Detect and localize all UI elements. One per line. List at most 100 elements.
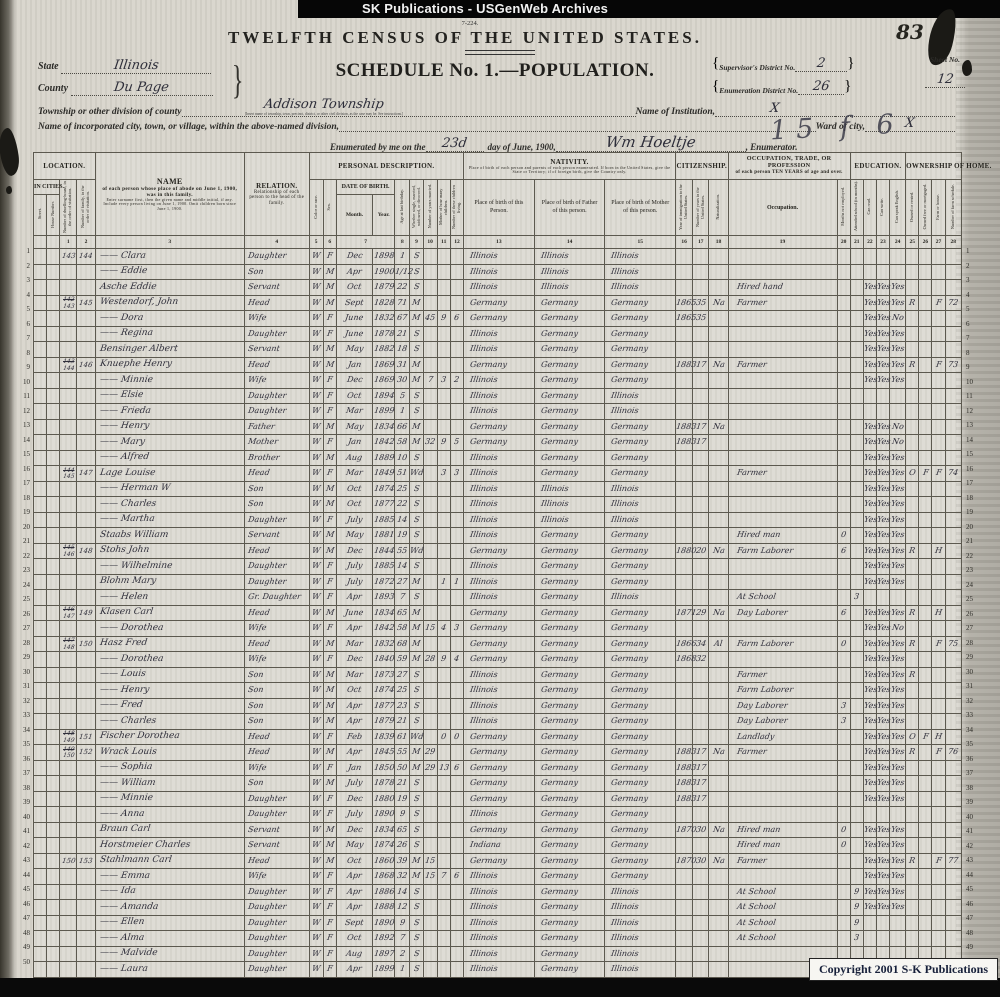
cell-relation: Wife <box>243 310 310 327</box>
cell-street <box>32 325 48 342</box>
cell-mother_pob: Germany <box>604 356 677 373</box>
cell-name: Lage Louise <box>94 465 245 482</box>
cell-birth_year: 1869 <box>372 372 396 389</box>
table-row: —— Minnie Wife W F Dec 1869 30 M 7 3 2 Illinois Germ… <box>32 372 962 389</box>
cell-dwelling <box>59 496 78 513</box>
cell-color: W <box>308 496 324 513</box>
cell-birth_month: Sept <box>335 914 374 931</box>
cell-can_read <box>862 403 877 420</box>
table-row: —— Charles Son W M Apr 1879 21 S Illinois Germany… <box>32 713 962 730</box>
farm-house-header: Farm or house. <box>931 179 946 236</box>
cell-sex: F <box>322 465 337 482</box>
ward-label: Ward of city, <box>815 122 865 132</box>
cell-sex: M <box>322 837 337 854</box>
cell-birth_year: 1889 <box>372 449 396 466</box>
cell-naturalization: Na <box>708 604 729 621</box>
cell-occupation <box>727 387 838 404</box>
cell-can_read: Yes <box>862 279 878 296</box>
cell-house <box>46 651 61 668</box>
cell-dwelling <box>59 310 78 327</box>
cell-dwelling <box>59 961 78 978</box>
cell-relation: Daughter <box>243 558 310 575</box>
row-number: 21 <box>23 537 30 545</box>
cell-street <box>32 852 48 869</box>
cell-street <box>32 806 48 823</box>
cell-attended_school <box>849 527 864 544</box>
cell-mother_pob: Germany <box>604 713 677 730</box>
cell-name: —— Wilhelmine <box>94 558 245 575</box>
cell-mother_pob: Illinois <box>604 496 677 513</box>
cell-pob: Germany <box>463 620 535 637</box>
cell-can_read: Yes <box>862 341 878 358</box>
cell-naturalization <box>708 930 729 947</box>
cell-can_read: Yes <box>862 372 878 389</box>
cell-years_in_us <box>692 511 710 528</box>
row-number: 42 <box>966 841 973 850</box>
census-title: TWELFTH CENSUS OF THE UNITED STATES. <box>228 28 702 47</box>
cell-pob: Illinois <box>463 945 535 962</box>
cell-free_mortgaged <box>918 837 933 854</box>
brace-icon: } <box>844 78 852 94</box>
cell-birth_month: Mar <box>335 403 374 420</box>
table-row: Braun Carl Servant W M Dec 1834 65 S Germany Germ… <box>32 821 962 838</box>
institution-label: Name of Institution, <box>635 107 715 117</box>
cell-name: —— Elsie <box>94 387 245 404</box>
cell-attended_school <box>849 511 864 528</box>
cell-attended_school <box>849 620 864 637</box>
cell-children_living <box>449 604 465 621</box>
cell-speaks_english: Yes <box>889 666 907 683</box>
row-number: 39 <box>966 798 973 806</box>
cell-birth_year: 1873 <box>372 666 396 683</box>
table-row: —— Herman W Son W M Oct 1874 25 S Illinois Illino… <box>32 480 962 497</box>
family-number-header: Number of family, in the order of visita… <box>76 179 96 236</box>
cell-years_in_us <box>692 914 710 931</box>
immigration-year-header: Year of immigration to the United States… <box>675 179 694 236</box>
cell-mother_of <box>436 418 451 435</box>
cell-can_read: Yes <box>862 697 878 714</box>
county-label: County <box>38 83 69 94</box>
cell-sex: M <box>322 356 337 373</box>
cell-children_living <box>449 682 465 699</box>
cell-sex: F <box>322 868 337 885</box>
cell-months_not_employed <box>836 930 851 947</box>
cell-years_in_us <box>692 279 710 296</box>
cell-free_mortgaged <box>918 310 933 327</box>
cell-house <box>46 294 61 311</box>
cell-age: 14 <box>394 883 411 900</box>
cell-name: —— Louis <box>94 666 245 683</box>
cell-attended_school <box>849 480 864 497</box>
row-number: 18 <box>23 493 30 502</box>
cell-dwelling: 148 149 <box>59 728 78 745</box>
cell-family <box>76 325 96 342</box>
cell-age: 23 <box>394 697 411 714</box>
row-number: 41 <box>23 827 30 835</box>
cell-owned_rented <box>905 899 920 916</box>
cell-relation: Head <box>243 294 310 311</box>
cell-name: —— Amanda <box>94 899 245 916</box>
cell-relation: Wife <box>243 868 310 885</box>
cell-birth_month: Mar <box>335 635 374 652</box>
cell-mother_of: 7 <box>436 868 451 885</box>
cell-speaks_english <box>889 248 907 265</box>
cell-house <box>46 682 61 699</box>
cell-street <box>32 620 48 637</box>
row-number: 15 <box>23 450 30 458</box>
mother-of-header: Mother of how many children. <box>436 179 451 236</box>
cell-free_mortgaged <box>918 883 933 900</box>
cell-sex: F <box>322 914 337 931</box>
cell-can_read: Yes <box>862 511 878 528</box>
cell-house <box>46 511 61 528</box>
cell-months_not_employed <box>836 341 851 358</box>
row-number: 25 <box>966 595 973 603</box>
row-number: 30 <box>966 667 973 676</box>
cell-dwelling <box>59 806 78 823</box>
cell-dwelling: 146 147 <box>59 604 78 621</box>
cell-age: 27 <box>394 666 411 683</box>
cell-mother_pob: Illinois <box>604 403 677 420</box>
cell-years_in_us <box>692 697 710 714</box>
cell-naturalization <box>708 790 729 807</box>
cell-children_living <box>449 744 465 761</box>
cell-family: 153 <box>76 852 96 869</box>
cell-birth_month: Dec <box>335 821 374 838</box>
enumerated-day: 23d <box>441 136 469 151</box>
